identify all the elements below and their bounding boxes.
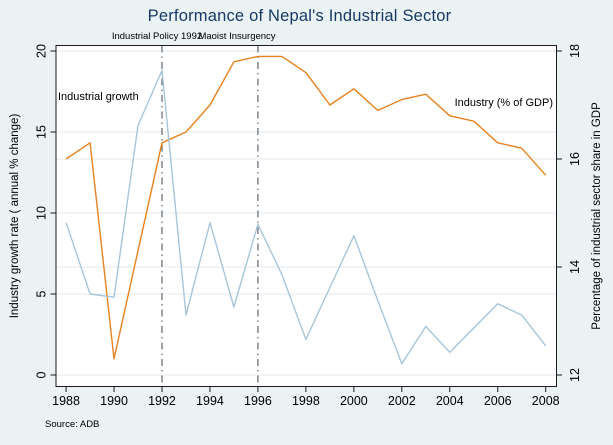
left-axis-tick-label: 15 <box>34 125 48 139</box>
industrial-growth-line <box>65 69 547 365</box>
x-axis-tick-label: 2008 <box>532 394 560 408</box>
right-axis-tick-label: 18 <box>568 44 582 58</box>
source-note: Source: ADB <box>45 419 100 430</box>
reference-annotation-maoist-insurgency: Maoist Insurgency <box>198 31 276 42</box>
x-axis-tick-label: 1990 <box>100 394 128 408</box>
x-axis-tick-label: 1998 <box>292 394 320 408</box>
x-axis-tick-label: 1996 <box>244 394 272 408</box>
right-axis-tick-label: 12 <box>568 368 582 382</box>
x-axis-tick-label: 1992 <box>148 394 176 408</box>
x-axis-tick-label: 2000 <box>340 394 368 408</box>
x-axis-tick-label: 1994 <box>196 394 224 408</box>
chart-title: Performance of Nepal's Industrial Sector <box>147 7 452 25</box>
series-label-industrial-growth: Industrial growth <box>58 91 139 103</box>
right-axis-tick-label: 14 <box>568 260 582 274</box>
left-axis-tick-label: 5 <box>34 290 48 297</box>
x-axis-tick-label: 2004 <box>436 394 464 408</box>
left-axis-tick-label: 0 <box>34 371 48 378</box>
x-axis-tick-label: 1988 <box>52 394 80 408</box>
right-axis-tick-label: 16 <box>568 152 582 166</box>
right-axis-title: Percentage of industrial sector share in… <box>591 102 603 330</box>
series-label-industry-gdp-share: Industry (% of GDP) <box>454 97 553 109</box>
industry-gdp-share-line <box>65 55 547 360</box>
left-axis-tick-label: 20 <box>34 44 48 58</box>
left-axis-title: Industry growth rate ( annual % change) <box>9 113 21 319</box>
x-axis-tick-label: 2002 <box>388 394 416 408</box>
x-axis-tick-label: 2006 <box>484 394 512 408</box>
reference-annotation-industrial-policy: Industrial Policy 1992 <box>111 31 203 42</box>
left-axis-tick-label: 10 <box>34 206 48 220</box>
